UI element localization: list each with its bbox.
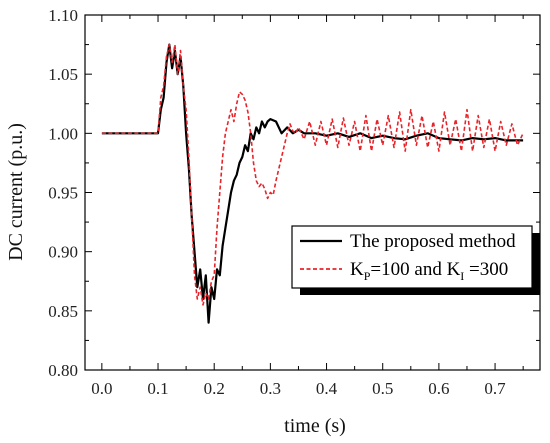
y-axis: 0.80 0.85 0.90 0.95 1.00 1.05 1.10: [48, 6, 540, 380]
y-tick-label: 0.85: [48, 302, 78, 321]
plot-frame: [84, 14, 541, 371]
x-tick-label: 0.1: [147, 379, 168, 398]
legend: The proposed method KP=100 and KI =300: [291, 225, 540, 295]
x-tick-label: 0.0: [91, 379, 112, 398]
legend-box: [291, 225, 533, 289]
x-tick-label: 0.4: [316, 379, 338, 398]
x-tick-label: 0.2: [204, 379, 225, 398]
legend-label-pi: KP=100 and KI =300: [350, 259, 508, 283]
y-tick-label: 0.90: [48, 243, 78, 262]
series-layer: [101, 43, 524, 324]
y-axis-title: DC current (p.u.): [5, 123, 27, 261]
x-tick-label: 0.5: [372, 379, 393, 398]
y-tick-label: 1.10: [48, 6, 78, 25]
x-tick-label: 0.3: [260, 379, 281, 398]
plot-border: [84, 14, 541, 371]
y-tick-label: 0.80: [48, 361, 78, 380]
y-tick-label: 1.00: [48, 124, 78, 143]
x-axis: 0.0 0.1 0.2 0.3 0.4 0.5 0.6 0.7: [91, 15, 524, 398]
x-tick-label: 0.7: [484, 379, 506, 398]
legend-label-proposed: The proposed method: [350, 231, 516, 252]
y-tick-label: 1.05: [48, 65, 78, 84]
y-tick-label: 0.95: [48, 184, 78, 203]
x-axis-title: time (s): [284, 415, 346, 437]
series-line-kp-ki: [101, 43, 524, 306]
x-tick-label: 0.6: [428, 379, 449, 398]
